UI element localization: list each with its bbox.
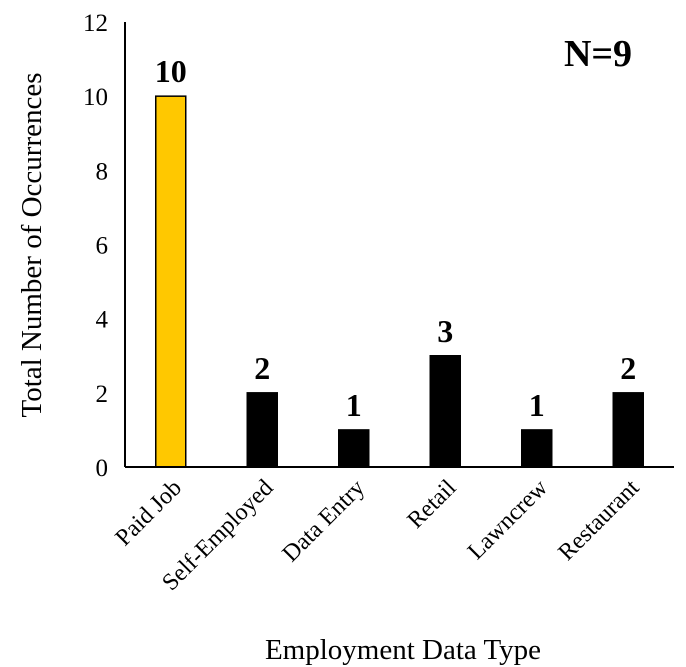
x-tick-label: Lawncrew xyxy=(463,474,553,564)
y-axis-title: Total Number of Occurrences xyxy=(16,72,48,417)
bar xyxy=(521,429,553,468)
y-tick-label: 0 xyxy=(96,455,109,482)
data-label: 10 xyxy=(155,53,187,89)
data-labels: 10 2 1 3 1 2 xyxy=(155,53,637,423)
bar xyxy=(155,95,187,468)
data-label: 1 xyxy=(529,387,545,423)
y-tick-label: 12 xyxy=(83,10,108,37)
x-axis-title: Employment Data Type xyxy=(265,634,541,666)
y-tick-label: 2 xyxy=(96,381,109,408)
bar xyxy=(246,392,278,468)
y-tick-label: 6 xyxy=(96,233,109,260)
y-tick-label: 4 xyxy=(96,307,109,334)
x-tick-label: Data Entry xyxy=(278,475,370,567)
sample-size-annotation: N=9 xyxy=(564,33,632,75)
data-label: 2 xyxy=(620,350,636,386)
x-tick-label: Restaurant xyxy=(554,475,645,566)
x-tick-label: Retail xyxy=(403,475,462,534)
bars xyxy=(155,95,644,468)
y-axis-ticks: 0 2 4 6 8 10 12 xyxy=(83,10,109,482)
data-label: 2 xyxy=(254,350,270,386)
x-tick-label: Paid Job xyxy=(111,475,187,551)
bar xyxy=(338,429,370,468)
y-tick-label: 8 xyxy=(96,158,109,185)
data-label: 1 xyxy=(346,387,362,423)
y-tick-label: 10 xyxy=(83,84,108,111)
data-label: 3 xyxy=(437,313,453,349)
bar xyxy=(612,392,644,468)
bar xyxy=(429,355,461,468)
